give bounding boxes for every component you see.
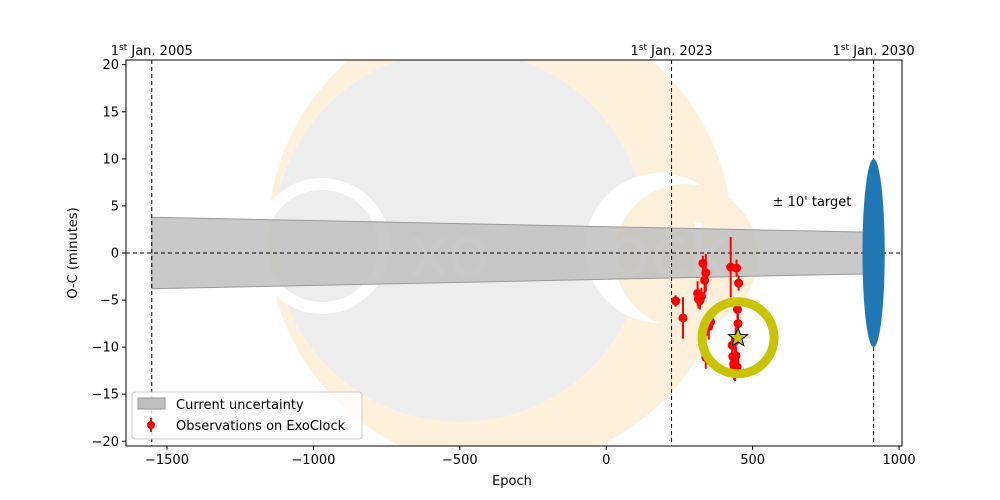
observation-point: [678, 297, 688, 339]
observation-marker: [732, 304, 742, 314]
y-tick-label: 10: [102, 152, 119, 167]
y-tick-label: 20: [102, 58, 119, 73]
y-tick-label: −15: [92, 388, 119, 403]
observation-point: [734, 275, 744, 291]
observation-point: [731, 347, 741, 365]
date-label-suffix: st: [841, 43, 850, 53]
x-tick-label: −500: [442, 453, 478, 468]
date-label-ordinal: 1: [631, 44, 639, 59]
observation-point: [671, 295, 681, 307]
date-label-rest: Jan. 2005: [127, 44, 193, 59]
date-label-ordinal: 1: [833, 44, 841, 59]
date-label: 1st Jan. 2005: [111, 43, 193, 59]
y-tick-label: 15: [102, 105, 119, 120]
observation-marker: [678, 313, 688, 323]
y-axis-label: O-C (minutes): [66, 207, 81, 298]
x-tick-label: 500: [740, 453, 765, 468]
legend-uncertainty-swatch: [137, 397, 166, 410]
target-ellipse: [862, 158, 885, 348]
y-tick-label: 0: [111, 247, 119, 262]
date-label-ordinal: 1: [111, 44, 119, 59]
observation-marker: [733, 319, 743, 329]
x-tick-label: 1000: [883, 453, 916, 468]
x-tick-label: 0: [602, 453, 610, 468]
date-label-rest: Jan. 2023: [647, 44, 713, 59]
observation-marker: [700, 275, 710, 285]
legend: Current uncertainty Observations on ExoC…: [131, 391, 363, 440]
observation-marker: [734, 278, 744, 288]
date-label-suffix: st: [119, 43, 128, 53]
x-axis-label: Epoch: [492, 474, 532, 489]
highlight-ring: [697, 297, 779, 379]
y-tick-label: −10: [92, 341, 119, 356]
y-tick-label: −5: [100, 294, 119, 309]
y-tick-label: −20: [92, 435, 119, 450]
observation-marker: [731, 351, 741, 361]
target-label: ± 10' target: [773, 195, 852, 210]
observation-point: [696, 287, 706, 305]
legend-observation-label: Observations on ExoClock: [176, 419, 346, 434]
date-label: 1st Jan. 2030: [833, 43, 915, 59]
date-label-rest: Jan. 2030: [849, 44, 915, 59]
x-tick-label: −1000: [291, 453, 335, 468]
legend-observation-marker: [147, 421, 155, 429]
highlight-star-icon: [727, 326, 749, 347]
date-label: 1st Jan. 2023: [631, 43, 713, 59]
x-axis-ticks: −1500 −1000 −500 0 500 1000: [145, 446, 916, 468]
observation-marker: [671, 296, 681, 306]
date-label-suffix: st: [639, 43, 648, 53]
observation-marker: [701, 268, 711, 278]
y-axis-ticks: −20 −15 −10 −5 0 5 10 15 20: [92, 58, 126, 450]
date-labels: 1st Jan. 2005 1st Jan. 2023 1st Jan. 2030: [111, 43, 915, 59]
observation-marker: [732, 263, 742, 273]
legend-uncertainty-label: Current uncertainty: [176, 398, 304, 413]
observation-point: [732, 259, 742, 277]
x-tick-label: −1500: [145, 453, 189, 468]
legend-box: [131, 391, 363, 440]
highlight-layer: [697, 297, 779, 379]
target-layer: [862, 158, 885, 348]
observation-marker: [696, 291, 706, 301]
y-tick-label: 5: [111, 199, 119, 214]
observation-point: [701, 253, 711, 292]
